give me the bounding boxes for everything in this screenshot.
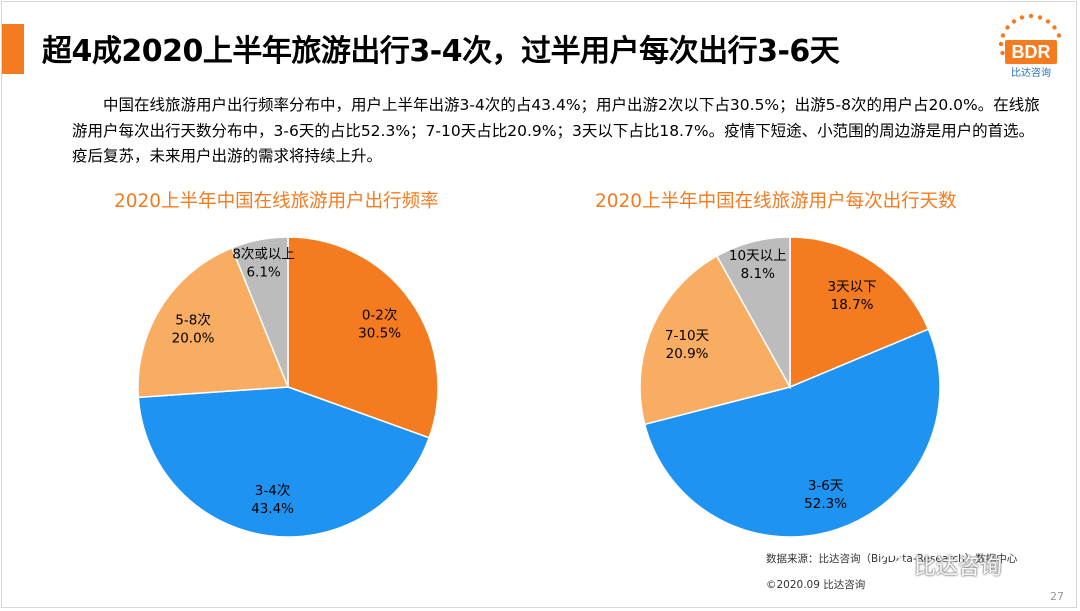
title-accent-bar xyxy=(2,24,24,74)
data-source: 数据来源：比达咨询（BigData-Research）数据中心 xyxy=(766,553,1018,565)
slice-category-label: 3-4次 xyxy=(255,483,291,499)
chart-title-frequency: 2020上半年中国在线旅游用户出行频率 xyxy=(114,191,439,212)
summary-paragraph: 中国在线旅游用户出行频率分布中，用户上半年出游3-4次的占43.4%；用户出游2… xyxy=(72,96,1040,165)
logo-text: BDR xyxy=(1012,42,1051,62)
logo-dot-ring xyxy=(998,13,1062,56)
slice-category-label: 10天以上 xyxy=(729,248,787,264)
wechat-icon xyxy=(881,553,909,576)
slice-value-label: 20.9% xyxy=(666,346,709,362)
pie-chart-frequency: 0-2次 30.5% 3-4次 43.4% 5-8次 20.0% 8次或以上 6.1% xyxy=(137,236,439,538)
slice-value-label: 30.5% xyxy=(358,326,401,342)
slice-category-label: 0-2次 xyxy=(362,308,398,324)
slice-category-label: 3-6天 xyxy=(808,478,844,494)
pie-slice xyxy=(643,328,941,538)
page-title: 超4成2020上半年旅游出行3-4次，过半用户每次出行3-6天 xyxy=(42,34,840,69)
pie-slice xyxy=(230,236,289,388)
slice-category-label: 3天以下 xyxy=(828,279,877,295)
bdr-logo: BDR 比达咨询 xyxy=(998,13,1062,79)
slice-category-label: 8次或以上 xyxy=(232,246,295,262)
slice-value-label: 18.7% xyxy=(831,297,874,313)
slice-value-label: 8.1% xyxy=(741,266,775,282)
copyright: ©2020.09 比达咨询 xyxy=(766,579,866,591)
slice-value-label: 52.3% xyxy=(804,496,847,512)
watermark: 比达咨询 xyxy=(880,550,1002,580)
pie-chart-days: 3天以下 18.7% 3-6天 52.3% 7-10天 20.9% 10天以上 8.1% xyxy=(639,236,941,538)
slice-category-label: 7-10天 xyxy=(665,328,710,344)
pie-slice xyxy=(715,236,791,390)
slice-category-label: 5-8次 xyxy=(175,313,211,329)
watermark-text: 比达咨询 xyxy=(914,555,1003,580)
page-number: 27 xyxy=(1050,590,1064,603)
slice-value-label: 20.0% xyxy=(172,331,215,347)
logo-subtext: 比达咨询 xyxy=(1011,66,1051,79)
pie-slice xyxy=(789,236,930,389)
chart-title-days: 2020上半年中国在线旅游用户每次出行天数 xyxy=(595,191,957,212)
slice-value-label: 6.1% xyxy=(246,264,280,280)
pie-slice xyxy=(137,386,431,538)
pie-slice xyxy=(639,254,792,426)
slice-value-label: 43.4% xyxy=(251,501,294,517)
pie-slice xyxy=(287,236,439,439)
logo-box xyxy=(1005,40,1057,64)
pie-slice xyxy=(137,246,290,399)
